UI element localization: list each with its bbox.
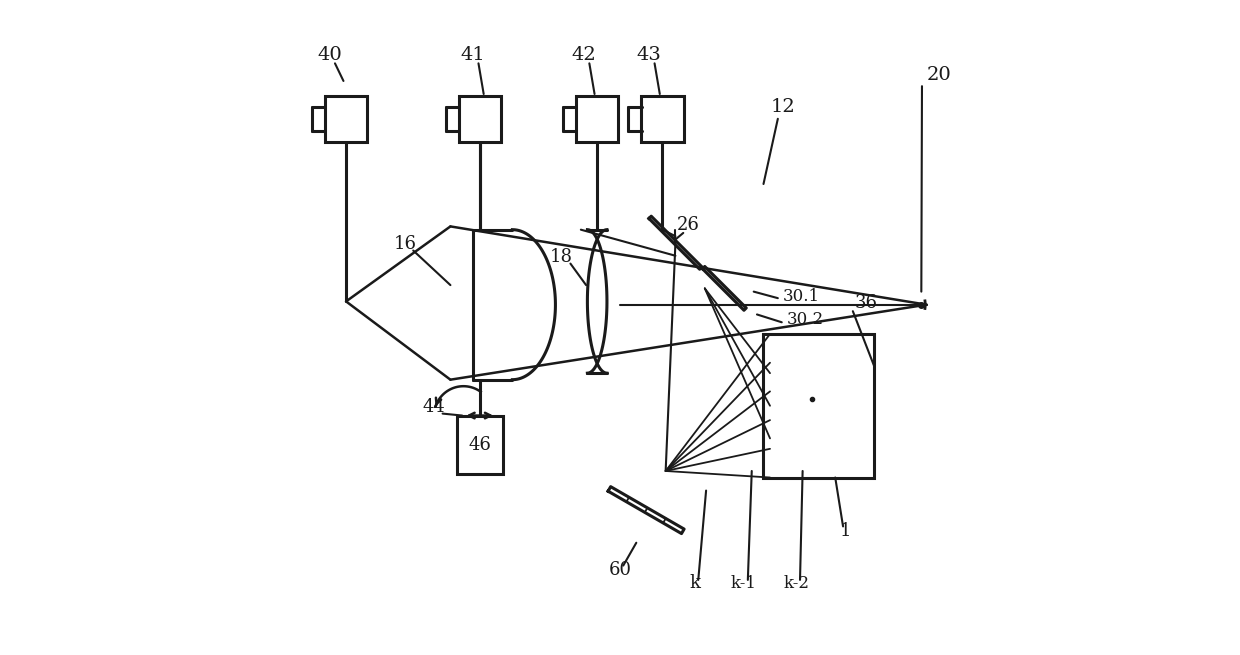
Bar — [459, 96, 501, 141]
Text: 36: 36 — [854, 294, 878, 312]
Text: 26: 26 — [677, 215, 699, 234]
Text: 44: 44 — [423, 398, 445, 417]
Bar — [325, 96, 367, 141]
Text: 18: 18 — [549, 248, 573, 267]
Bar — [641, 96, 683, 141]
Text: 60: 60 — [609, 561, 631, 579]
Text: 20: 20 — [926, 66, 951, 84]
Text: k: k — [689, 574, 701, 592]
Bar — [764, 334, 874, 477]
Text: 40: 40 — [317, 46, 342, 64]
Text: 42: 42 — [572, 46, 596, 64]
Text: 30.1: 30.1 — [782, 288, 820, 305]
Text: 43: 43 — [637, 46, 662, 64]
Text: k-2: k-2 — [784, 575, 808, 592]
Text: 46: 46 — [469, 436, 491, 454]
Text: 16: 16 — [393, 235, 417, 253]
Text: k-1: k-1 — [730, 575, 756, 592]
Text: 12: 12 — [771, 98, 795, 117]
Text: 41: 41 — [461, 46, 486, 64]
Bar — [575, 96, 619, 141]
Bar — [458, 415, 502, 474]
Text: 1: 1 — [839, 522, 851, 540]
Text: 30.2: 30.2 — [786, 311, 823, 328]
